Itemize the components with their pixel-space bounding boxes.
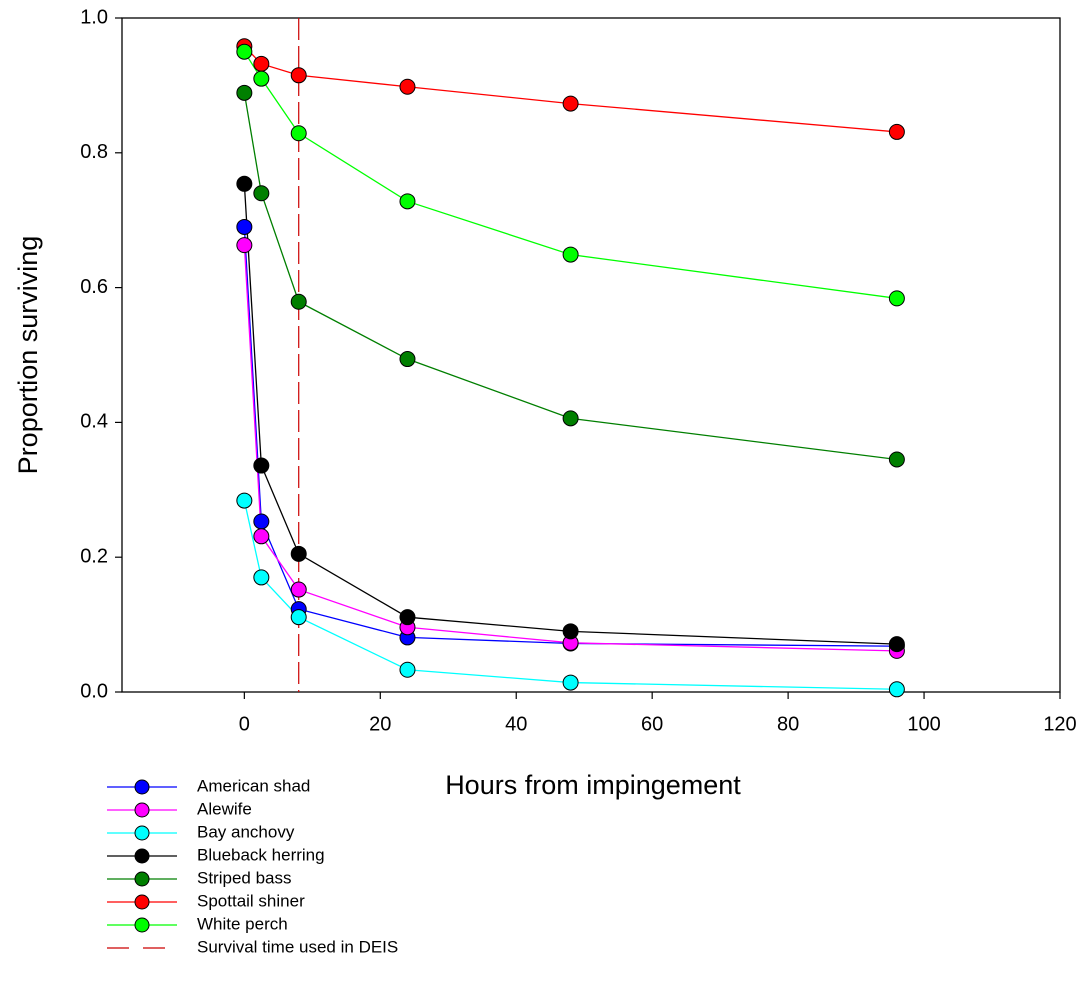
legend-marker xyxy=(134,802,150,818)
data-point xyxy=(290,545,307,562)
data-point xyxy=(236,492,253,509)
x-axis-label: Hours from impingement xyxy=(445,770,741,800)
y-tick-label: 0.0 xyxy=(80,680,108,702)
series-line xyxy=(243,226,897,647)
x-tick-label: 0 xyxy=(239,713,250,735)
data-point xyxy=(236,218,253,235)
data-point xyxy=(290,67,307,84)
data-point xyxy=(888,451,905,468)
series-line xyxy=(243,45,897,133)
x-tick-label: 80 xyxy=(777,713,799,735)
y-tick-label: 0.2 xyxy=(80,545,108,567)
legend-marker xyxy=(134,779,150,795)
data-point xyxy=(562,95,579,112)
data-point xyxy=(236,43,253,60)
series-line xyxy=(243,92,897,461)
data-point xyxy=(253,569,270,586)
data-point xyxy=(236,237,253,254)
data-point xyxy=(399,78,416,95)
data-point xyxy=(290,125,307,142)
legend-label: Striped bass xyxy=(197,868,292,887)
data-point xyxy=(236,175,253,192)
data-point xyxy=(253,457,270,474)
series-line xyxy=(243,183,897,645)
data-point xyxy=(562,623,579,640)
data-point xyxy=(562,674,579,691)
legend-marker xyxy=(134,894,150,910)
x-tick-label: 40 xyxy=(505,713,527,735)
data-point xyxy=(888,123,905,140)
data-point xyxy=(888,636,905,653)
data-point xyxy=(236,84,253,101)
y-tick-label: 0.8 xyxy=(80,141,108,163)
legend-marker xyxy=(134,917,150,933)
legend-label: Spottail shiner xyxy=(197,891,305,910)
series-line xyxy=(243,245,897,652)
data-point xyxy=(399,193,416,210)
legend-label: White perch xyxy=(197,914,288,933)
y-axis-label: Proportion surviving xyxy=(13,236,43,475)
y-tick-label: 0.4 xyxy=(80,411,108,433)
legend-label: Bay anchovy xyxy=(197,822,295,841)
legend-marker xyxy=(134,871,150,887)
x-tick-label: 100 xyxy=(907,713,940,735)
x-tick-label: 20 xyxy=(369,713,391,735)
data-point xyxy=(290,609,307,626)
data-point xyxy=(253,70,270,87)
data-point xyxy=(399,351,416,368)
legend-label: American shad xyxy=(197,776,310,795)
data-point xyxy=(253,185,270,202)
data-point xyxy=(562,410,579,427)
data-point xyxy=(253,513,270,530)
data-point xyxy=(399,609,416,626)
plot-frame xyxy=(121,17,1061,693)
data-point xyxy=(253,55,270,72)
x-tick-label: 120 xyxy=(1043,713,1076,735)
data-point xyxy=(888,290,905,307)
x-tick-label: 60 xyxy=(641,713,663,735)
data-point xyxy=(399,661,416,678)
series-line xyxy=(243,500,897,690)
y-tick-label: 1.0 xyxy=(80,6,108,28)
legend-marker xyxy=(134,825,150,841)
data-point xyxy=(888,681,905,698)
legend-label: Blueback herring xyxy=(197,845,325,864)
legend-label: Alewife xyxy=(197,799,252,818)
data-point xyxy=(290,293,307,310)
legend-marker xyxy=(134,848,150,864)
data-point xyxy=(562,246,579,263)
data-point xyxy=(290,581,307,598)
data-point xyxy=(253,528,270,545)
y-tick-label: 0.6 xyxy=(80,276,108,298)
legend-label: Survival time used in DEIS xyxy=(197,937,398,956)
